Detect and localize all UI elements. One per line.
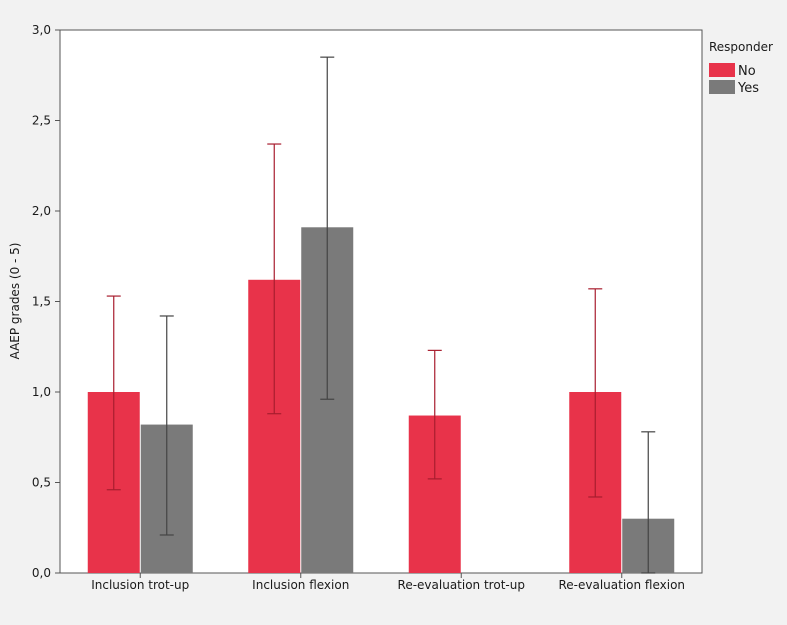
y-tick-label: 1,5 bbox=[32, 295, 51, 309]
legend-swatch-yes bbox=[709, 80, 735, 94]
x-tick-label: Inclusion trot-up bbox=[91, 578, 189, 592]
x-axis: Inclusion trot-up Inclusion flexion Re-eva… bbox=[91, 573, 685, 592]
y-tick-label: 1,0 bbox=[32, 385, 51, 399]
x-tick-label: Inclusion flexion bbox=[252, 578, 349, 592]
legend-label-no: No bbox=[738, 64, 756, 79]
y-tick-label: 0,5 bbox=[32, 476, 51, 490]
y-tick-label: 3,0 bbox=[32, 23, 51, 37]
legend-label-yes: Yes bbox=[737, 81, 759, 96]
legend-swatch-no bbox=[709, 63, 735, 77]
y-axis: 0,0 0,5 1,0 1,5 2,0 2,5 3,0 bbox=[32, 23, 60, 580]
x-tick-label: Re-evaluation flexion bbox=[558, 578, 685, 592]
legend: Responder No Yes bbox=[709, 40, 773, 96]
error-bars bbox=[106, 56, 656, 574]
y-tick-label: 2,5 bbox=[32, 114, 51, 128]
y-tick-label: 2,0 bbox=[32, 204, 51, 218]
y-tick-label: 0,0 bbox=[32, 566, 51, 580]
legend-title: Responder bbox=[709, 40, 773, 54]
y-axis-title: AAEP grades (0 - 5) bbox=[8, 243, 22, 360]
x-tick-label: Re-evaluation trot-up bbox=[398, 578, 525, 592]
